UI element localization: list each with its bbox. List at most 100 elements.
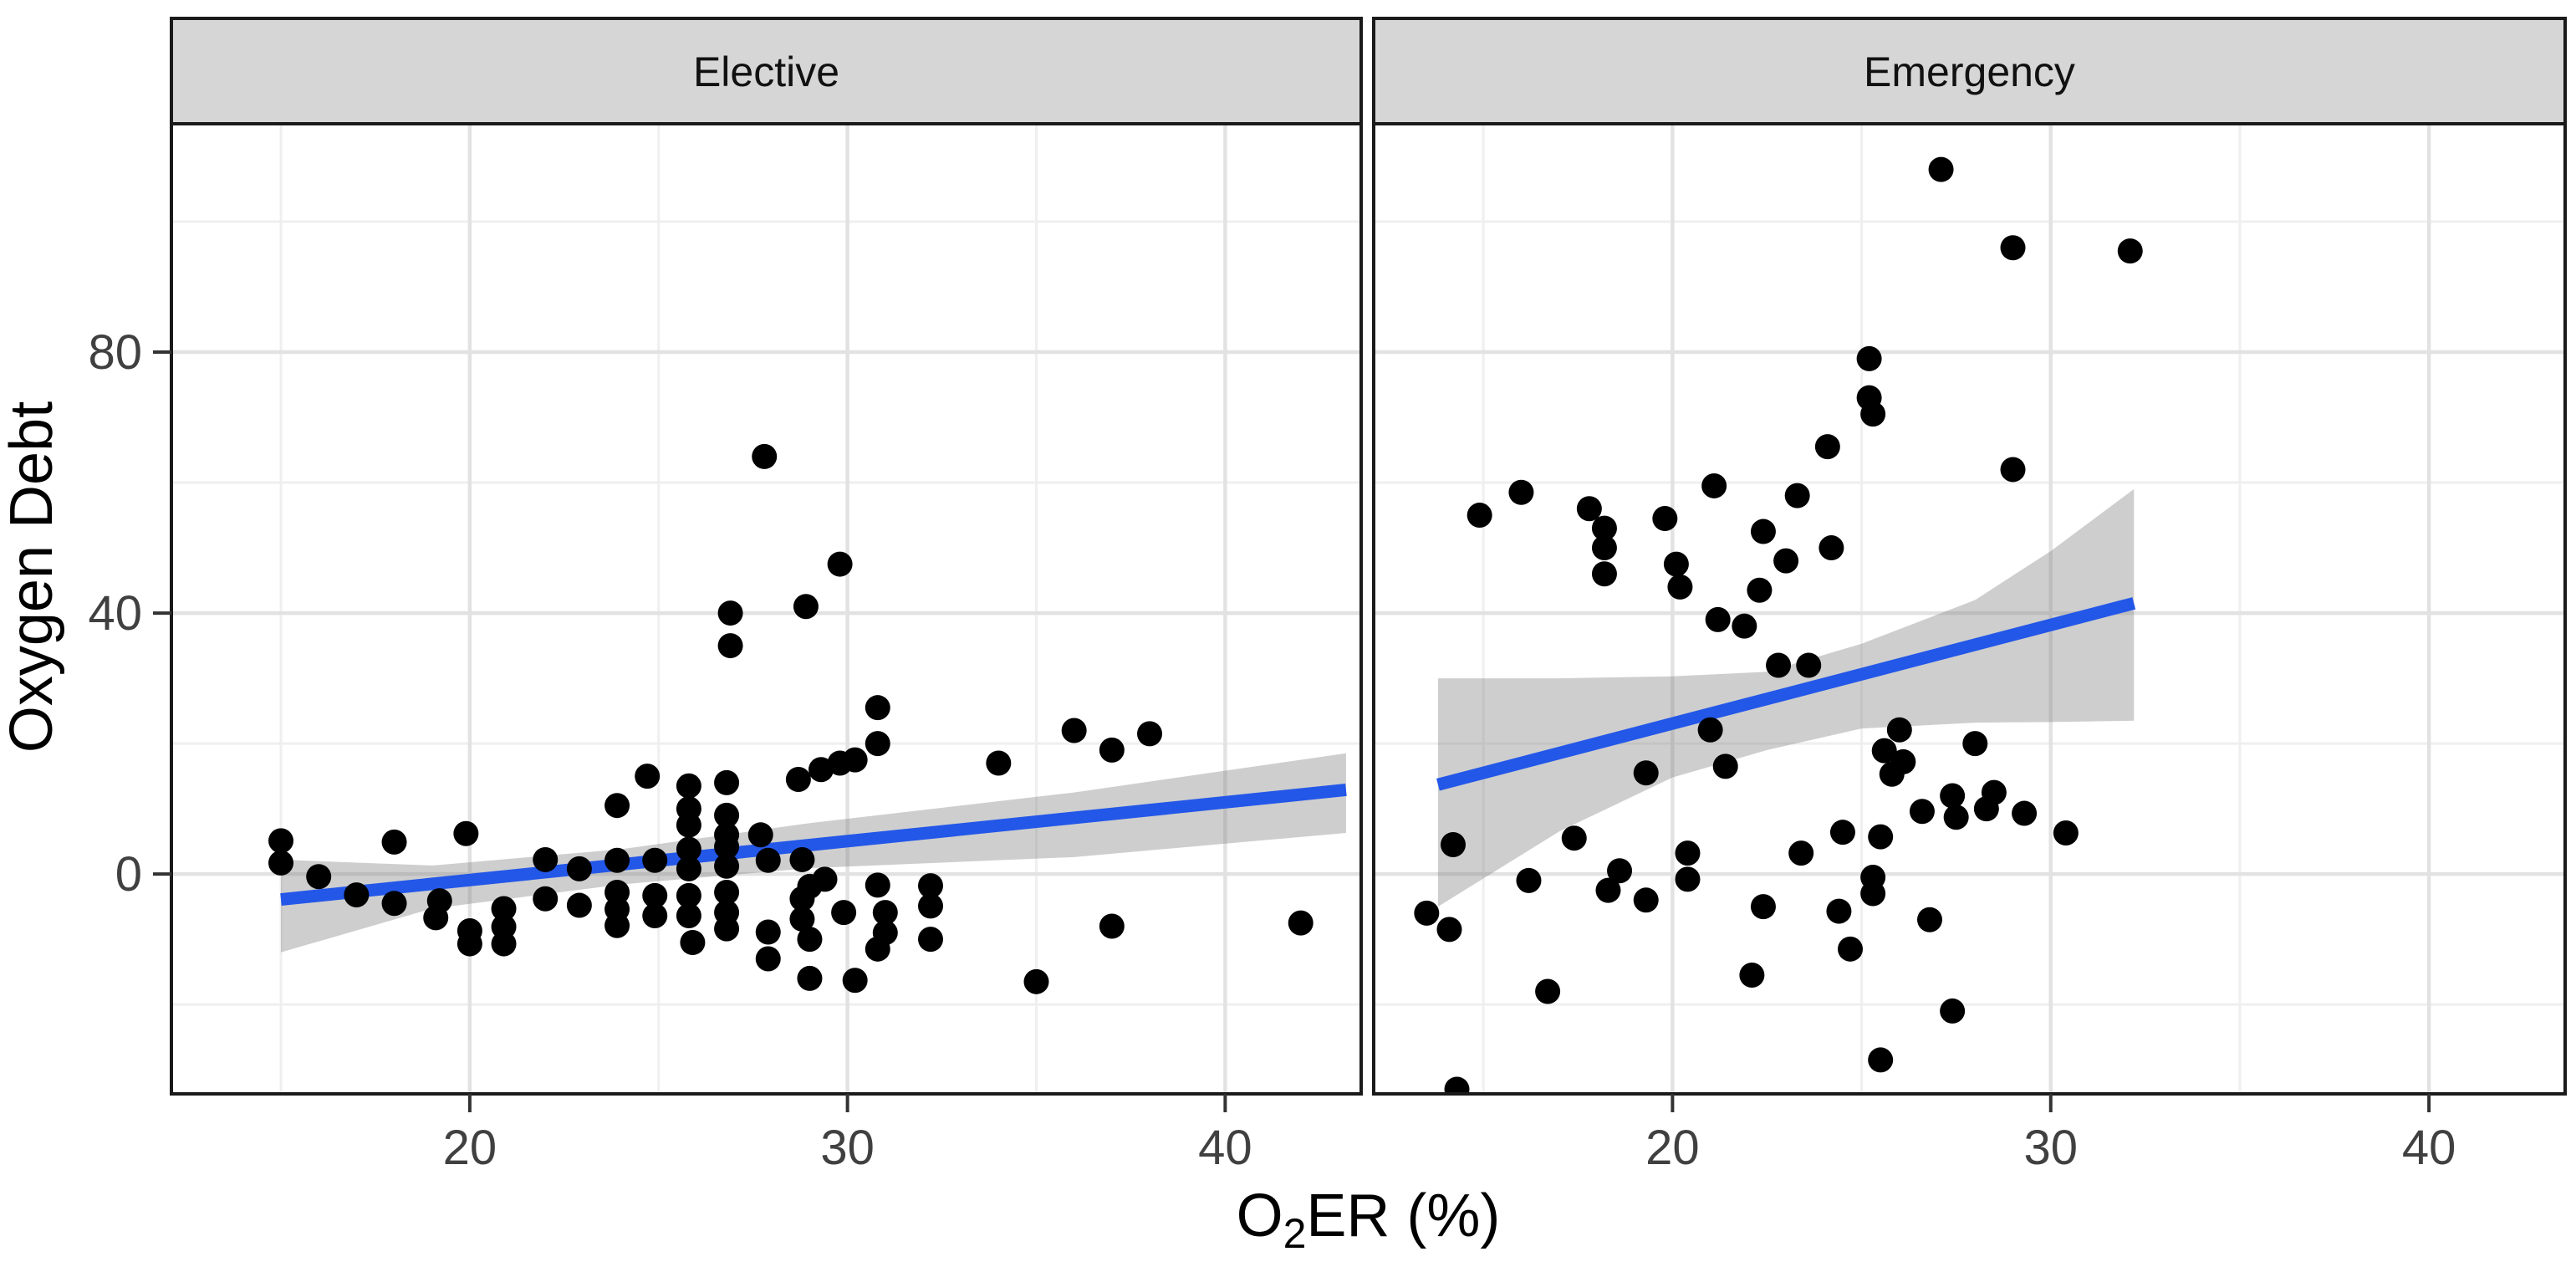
data-point: [714, 916, 740, 942]
data-point: [797, 927, 823, 953]
data-point: [1595, 877, 1621, 903]
facet-strip-label: Emergency: [1864, 49, 2075, 95]
facet-strip-label: Elective: [693, 49, 839, 95]
data-point: [1788, 840, 1814, 866]
confidence-band: [281, 753, 1346, 953]
data-point: [872, 920, 898, 946]
data-point: [2053, 820, 2079, 845]
x-axis-title: O2ER (%): [1237, 1183, 1501, 1257]
data-point: [1607, 858, 1633, 884]
data-point: [1879, 761, 1905, 787]
x-tick-label: 20: [1645, 1121, 1700, 1175]
data-point: [604, 847, 630, 873]
data-point: [1099, 737, 1125, 763]
data-point: [714, 853, 740, 879]
data-point: [1860, 881, 1886, 907]
facet-strip: [170, 17, 1363, 125]
data-point: [1591, 535, 1617, 561]
data-point: [1591, 515, 1617, 541]
data-point: [1576, 496, 1602, 522]
data-point: [918, 873, 944, 899]
data-point: [1868, 824, 1894, 850]
y-tick-label: 80: [88, 325, 142, 380]
data-point: [1099, 913, 1125, 939]
facet-panel-elective: Elective 20 30 40: [170, 17, 1363, 1175]
data-point: [797, 965, 823, 991]
data-point: [1667, 574, 1693, 600]
regression-line: [280, 784, 1347, 906]
data-point: [714, 879, 740, 905]
data-point: [2012, 800, 2038, 826]
data-point: [1697, 717, 1723, 743]
data-point: [785, 766, 811, 792]
data-point: [423, 905, 449, 931]
x-tick-label: 40: [2402, 1121, 2456, 1175]
data-point: [676, 903, 701, 929]
x-tick-label: 20: [443, 1121, 497, 1175]
data-point: [566, 892, 592, 918]
grid-minor: [171, 124, 1361, 1094]
x-tick-label: 30: [820, 1121, 875, 1175]
data-point: [604, 793, 630, 819]
data-point: [1705, 606, 1731, 632]
data-point: [1814, 434, 1840, 460]
data-point: [533, 846, 559, 872]
data-point: [1675, 840, 1701, 866]
data-point: [842, 747, 868, 773]
data-point: [1856, 345, 1882, 371]
data-point: [755, 946, 781, 972]
data-point: [1909, 799, 1935, 825]
data-point: [1061, 718, 1087, 743]
data-point: [1826, 898, 1852, 924]
data-point: [714, 802, 740, 828]
data-point: [642, 847, 668, 873]
grid-major: [1374, 124, 2565, 1094]
y-axis-title: Oxygen Debt: [0, 401, 65, 753]
data-point: [1838, 936, 1863, 962]
points-layer: [268, 443, 1314, 994]
data-point: [1829, 820, 1855, 845]
data-point: [491, 896, 517, 922]
data-point: [1871, 738, 1897, 764]
data-point: [1732, 613, 1757, 639]
data-point: [306, 864, 332, 890]
panel-background: [1374, 124, 2565, 1094]
data-point: [381, 891, 407, 917]
data-point: [717, 600, 743, 626]
data-point: [344, 882, 370, 908]
x-tick-label: 40: [1198, 1121, 1252, 1175]
data-point: [717, 633, 743, 659]
data-point: [789, 846, 815, 872]
data-point: [752, 443, 778, 469]
data-point: [793, 594, 819, 620]
data-point: [1288, 910, 1314, 936]
data-point: [714, 834, 740, 860]
y-axis: 0 40 80: [88, 325, 171, 902]
data-point: [865, 872, 890, 898]
data-point: [1819, 535, 1844, 561]
data-point: [268, 828, 294, 854]
data-point: [676, 836, 701, 862]
data-point: [1973, 796, 1999, 822]
data-point: [1940, 998, 1966, 1024]
data-point: [755, 847, 781, 873]
data-point: [676, 856, 701, 881]
data-point: [457, 931, 482, 957]
data-point: [918, 927, 944, 953]
data-point: [755, 919, 781, 945]
data-point: [642, 903, 668, 929]
data-point: [453, 820, 479, 846]
data-point: [1467, 503, 1492, 529]
data-point: [1444, 1076, 1470, 1094]
data-point: [1652, 505, 1678, 531]
x-tick-label: 30: [2024, 1121, 2079, 1175]
data-point: [680, 930, 706, 956]
data-point: [789, 886, 815, 912]
data-point: [918, 893, 944, 919]
data-point: [1739, 963, 1765, 988]
data-point: [1962, 731, 1988, 757]
data-point: [789, 906, 815, 932]
data-point: [635, 764, 661, 789]
y-tick-label: 0: [115, 847, 142, 902]
